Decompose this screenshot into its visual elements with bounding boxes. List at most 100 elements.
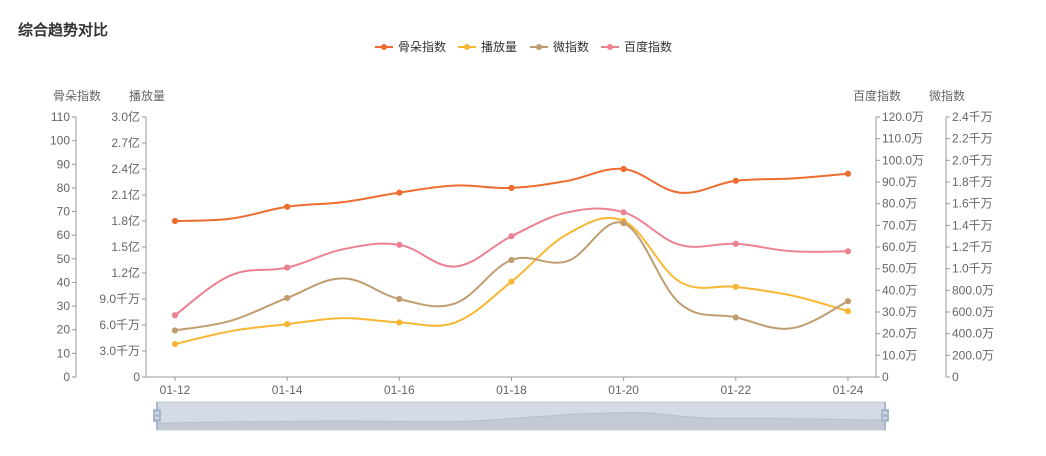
legend-marker — [536, 44, 542, 50]
data-point[interactable] — [171, 327, 179, 334]
data-point[interactable] — [284, 264, 291, 271]
tick-label: 1.8千万 — [952, 175, 993, 189]
data-point[interactable] — [620, 209, 627, 216]
tick-label: 120.0万 — [882, 110, 924, 124]
data-point[interactable] — [508, 184, 515, 192]
series-0[interactable] — [171, 165, 852, 225]
zoom-preview — [156, 412, 886, 431]
zoom-handle-grip[interactable] — [881, 409, 889, 422]
tick-label: 800.0万 — [952, 283, 994, 297]
legend: 骨朵指数 播放量 微指数 百度指数 — [375, 39, 672, 54]
legend-marker — [381, 44, 387, 50]
axis-name-play: 播放量 — [129, 88, 165, 103]
data-point[interactable] — [284, 203, 291, 210]
data-point[interactable] — [396, 241, 403, 248]
legend-item-0[interactable]: 骨朵指数 — [375, 39, 446, 54]
zoom-handle-right[interactable] — [881, 402, 889, 430]
axis-name-weibo: 微指数 — [929, 88, 965, 103]
tick-label: 40 — [57, 275, 71, 289]
x-tick-label: 01-14 — [272, 383, 303, 397]
data-point[interactable] — [844, 248, 852, 255]
legend-label: 百度指数 — [624, 39, 672, 54]
tick-label: 110.0万 — [882, 132, 923, 146]
x-axis: 01-12 01-14 01-16 01-18 01-20 01-22 01-24 — [146, 376, 876, 397]
tick-label: 30.0万 — [882, 305, 917, 319]
data-point[interactable] — [732, 240, 739, 247]
axis-baidu: 0 10.0万 20.0万 30.0万 40.0万 50.0万 60.0万 70.0万 80.0… — [853, 88, 924, 384]
data-point[interactable] — [620, 165, 627, 173]
data-point[interactable] — [284, 321, 291, 328]
data-point[interactable] — [844, 308, 852, 315]
tick-label: 9.0千万 — [99, 292, 140, 306]
x-tick-label: 01-18 — [496, 383, 527, 397]
data-point[interactable] — [508, 278, 515, 285]
tick-label: 60.0万 — [882, 240, 917, 254]
data-point[interactable] — [284, 294, 291, 302]
axis-play: 0 3.0千万 6.0千万 9.0千万 1.2亿 1.5亿 1.8亿 2.1亿 2.4亿 2.7亿… — [99, 88, 165, 384]
legend-marker — [607, 44, 613, 50]
x-tick-label: 01-24 — [833, 383, 864, 397]
tick-label: 90 — [57, 157, 71, 171]
tick-label: 400.0万 — [952, 327, 994, 341]
tick-label: 100 — [50, 134, 70, 148]
tick-label: 30 — [57, 299, 71, 313]
data-point[interactable] — [508, 233, 515, 240]
legend-item-3[interactable]: 百度指数 — [601, 39, 672, 54]
tick-label: 3.0亿 — [111, 109, 140, 124]
tick-label: 80.0万 — [882, 197, 917, 211]
tick-label: 1.0千万 — [952, 262, 993, 276]
data-point[interactable] — [844, 298, 852, 305]
data-point[interactable] — [171, 312, 179, 319]
tick-label: 70.0万 — [882, 218, 917, 232]
legend-label: 播放量 — [481, 39, 517, 54]
tick-label: 200.0万 — [952, 348, 994, 362]
data-point[interactable] — [732, 283, 739, 290]
tick-label: 1.5亿 — [111, 239, 140, 254]
zoom-handle-grip[interactable] — [153, 409, 161, 422]
tick-label: 110 — [51, 110, 70, 124]
tick-label: 60 — [57, 228, 71, 242]
data-point[interactable] — [396, 295, 403, 303]
data-zoom-slider[interactable] — [153, 401, 889, 431]
tick-label: 20.0万 — [882, 327, 917, 341]
data-point[interactable] — [508, 256, 515, 264]
tick-label: 2.2千万 — [952, 132, 993, 146]
tick-label: 20 — [57, 323, 71, 337]
series-line[interactable] — [174, 167, 849, 222]
legend-label: 微指数 — [553, 39, 589, 54]
tick-label: 100.0万 — [882, 153, 924, 167]
tick-label: 2.1亿 — [111, 187, 140, 202]
chart-title: 综合趋势对比 — [18, 22, 109, 39]
axis-name-baidu: 百度指数 — [853, 88, 901, 103]
x-tick-label: 01-12 — [160, 383, 191, 397]
series-3[interactable] — [171, 207, 852, 319]
legend-marker — [464, 44, 470, 50]
data-point[interactable] — [171, 340, 179, 348]
axis-name-gudo: 骨朵指数 — [53, 88, 101, 103]
data-point[interactable] — [732, 314, 739, 321]
data-point[interactable] — [396, 319, 403, 326]
zoom-handle-left[interactable] — [153, 402, 161, 430]
axis-gudo: 0 10 20 30 40 50 60 70 80 90 100 110 骨朵指数 — [50, 88, 101, 384]
legend-item-1[interactable]: 播放量 — [458, 39, 517, 54]
data-point[interactable] — [844, 170, 852, 177]
data-point[interactable] — [171, 217, 179, 225]
tick-label: 2.0千万 — [952, 153, 993, 167]
tick-label: 90.0万 — [882, 175, 917, 189]
data-point[interactable] — [732, 177, 739, 184]
x-tick-label: 01-22 — [720, 383, 751, 397]
tick-label: 6.0千万 — [99, 318, 140, 332]
tick-label: 0 — [133, 370, 140, 384]
tick-label: 0 — [63, 370, 70, 384]
data-point[interactable] — [620, 220, 627, 227]
axis-weibo: 0 200.0万 400.0万 600.0万 800.0万 1.0千万 1.2千万 1.4千万… — [929, 88, 994, 384]
tick-label: 40.0万 — [882, 283, 917, 297]
tick-label: 2.4亿 — [111, 161, 140, 176]
series-2[interactable] — [171, 220, 852, 334]
x-tick-label: 01-16 — [384, 383, 415, 397]
data-point[interactable] — [396, 189, 403, 196]
tick-label: 50.0万 — [882, 262, 917, 276]
legend-item-2[interactable]: 微指数 — [530, 39, 589, 54]
tick-label: 0 — [882, 370, 889, 384]
